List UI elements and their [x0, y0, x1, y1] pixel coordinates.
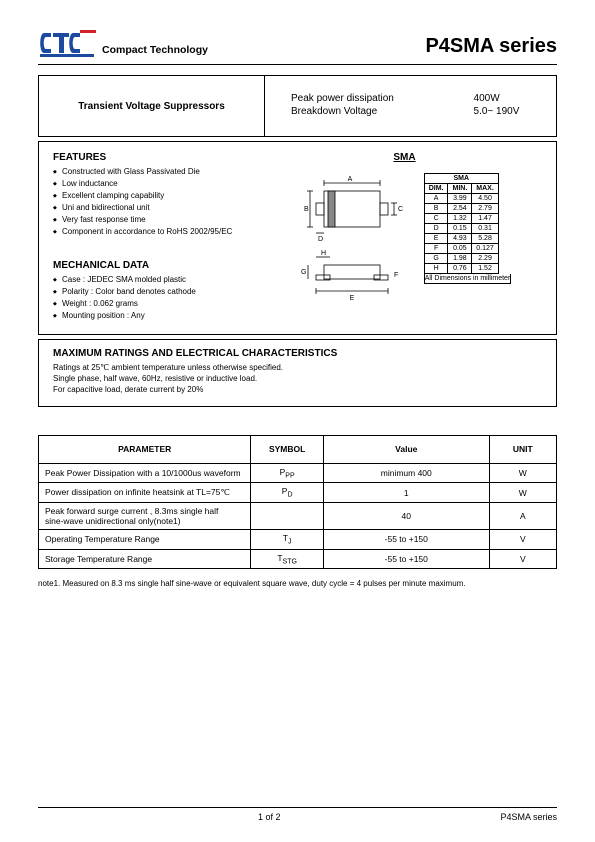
main-box: FEATURES Constructed with Glass Passivat… [38, 141, 557, 335]
page-number: 1 of 2 [258, 812, 281, 822]
list-item: Low inductance [53, 178, 253, 190]
param-symbol: PD [251, 483, 324, 503]
parameter-table: PARAMETER SYMBOL Value UNIT Peak Power D… [38, 435, 557, 570]
char-line: Single phase, half wave, 60Hz, resistive… [53, 373, 542, 384]
header-divider [38, 64, 557, 65]
param-name: Power dissipation on infinite heatsink a… [39, 483, 251, 503]
footer-divider [38, 807, 557, 808]
list-item: Uni and bidirectional unit [53, 202, 253, 214]
param-unit: V [489, 549, 556, 569]
package-column: SMA A [267, 152, 542, 322]
table-row: Peak Power Dissipation with a 10/1000us … [39, 463, 557, 483]
param-name: Storage Temperature Range [39, 549, 251, 569]
spec-value: 400W [474, 93, 556, 106]
param-value: -55 to +150 [323, 529, 489, 549]
dim-table-title: SMA [424, 174, 498, 184]
page-footer: 1 of 2 P4SMA series [38, 807, 557, 822]
param-symbol [251, 502, 324, 529]
list-item: Very fast response time [53, 214, 253, 226]
mechanical-heading: MECHANICAL DATA [53, 260, 253, 271]
list-item: Case : JEDEC SMA molded plastic [53, 274, 253, 286]
list-item: Weight : 0.062 grams [53, 298, 253, 310]
features-list: Constructed with Glass Passivated Die Lo… [53, 166, 253, 238]
company-logo [38, 30, 96, 58]
svg-text:E: E [349, 295, 354, 302]
list-item: Excellent clamping capability [53, 190, 253, 202]
table-row: Peak forward surge current , 8.3ms singl… [39, 502, 557, 529]
logo-area: Compact Technology [38, 30, 208, 58]
param-name: Operating Temperature Range [39, 529, 251, 549]
param-header: SYMBOL [251, 435, 324, 463]
param-symbol: PPP [251, 463, 324, 483]
param-name: Peak forward surge current , 8.3ms singl… [39, 502, 251, 529]
svg-text:B: B [304, 206, 309, 213]
svg-text:D: D [318, 236, 323, 243]
spec-label: Peak power dissipation [291, 93, 464, 106]
characteristics-heading: MAXIMUM RATINGS AND ELECTRICAL CHARACTER… [53, 348, 542, 359]
spec-label: Breakdown Voltage [291, 106, 464, 119]
param-unit: A [489, 502, 556, 529]
key-specs-box: Peak power dissipation 400W Breakdown Vo… [264, 75, 557, 137]
features-heading: FEATURES [53, 152, 253, 163]
table-row: Storage Temperature RangeTSTG-55 to +150… [39, 549, 557, 569]
package-drawing: A B C D [298, 173, 406, 305]
param-symbol: TSTG [251, 549, 324, 569]
list-item: Component in accordance to RoHS 2002/95/… [53, 226, 253, 238]
param-header: UNIT [489, 435, 556, 463]
series-title: P4SMA series [425, 35, 557, 58]
package-label: SMA [267, 152, 542, 163]
param-value: 1 [323, 483, 489, 503]
svg-text:H: H [321, 250, 326, 257]
param-value: -55 to +150 [323, 549, 489, 569]
param-header: Value [323, 435, 489, 463]
dimension-table-wrap: SMA DIM. MIN. MAX. A3.994.50 B2.542.79 C… [424, 173, 512, 284]
param-name: Peak Power Dissipation with a 10/1000us … [39, 463, 251, 483]
page-header: Compact Technology P4SMA series [38, 30, 557, 58]
product-type-box: Transient Voltage Suppressors [38, 75, 264, 137]
table-row: Power dissipation on infinite heatsink a… [39, 483, 557, 503]
dim-col: DIM. [424, 184, 448, 194]
param-symbol: TJ [251, 529, 324, 549]
list-item: Mounting position : Any [53, 310, 253, 322]
spec-value: 5.0~ 190V [474, 106, 556, 119]
key-specs-table: Peak power dissipation 400W Breakdown Vo… [291, 93, 556, 119]
list-item: Polarity : Color band denotes cathode [53, 286, 253, 298]
dim-caption: All Dimensions in millimeter [424, 274, 512, 284]
char-line: For capacitive load, derate current by 2… [53, 384, 542, 395]
svg-text:G: G [301, 269, 306, 276]
param-value: 40 [323, 502, 489, 529]
dim-col: MAX. [472, 184, 499, 194]
param-value: minimum 400 [323, 463, 489, 483]
dim-col: MIN. [448, 184, 472, 194]
footer-series: P4SMA series [500, 812, 557, 822]
features-column: FEATURES Constructed with Glass Passivat… [53, 152, 253, 322]
characteristics-box: MAXIMUM RATINGS AND ELECTRICAL CHARACTER… [38, 339, 557, 407]
dimension-table: SMA DIM. MIN. MAX. A3.994.50 B2.542.79 C… [424, 173, 499, 274]
table-row: Operating Temperature RangeTJ-55 to +150… [39, 529, 557, 549]
svg-text:C: C [398, 206, 403, 213]
company-name: Compact Technology [102, 44, 208, 56]
note-text: note1. Measured on 8.3 ms single half si… [38, 579, 557, 588]
title-box: Transient Voltage Suppressors Peak power… [38, 75, 557, 137]
product-type: Transient Voltage Suppressors [78, 101, 225, 112]
param-unit: W [489, 463, 556, 483]
param-unit: W [489, 483, 556, 503]
param-unit: V [489, 529, 556, 549]
char-line: Ratings at 25℃ ambient temperature unles… [53, 362, 542, 373]
list-item: Constructed with Glass Passivated Die [53, 166, 253, 178]
svg-text:A: A [347, 176, 352, 183]
param-header: PARAMETER [39, 435, 251, 463]
svg-text:F: F [394, 272, 398, 279]
mechanical-list: Case : JEDEC SMA molded plastic Polarity… [53, 274, 253, 322]
